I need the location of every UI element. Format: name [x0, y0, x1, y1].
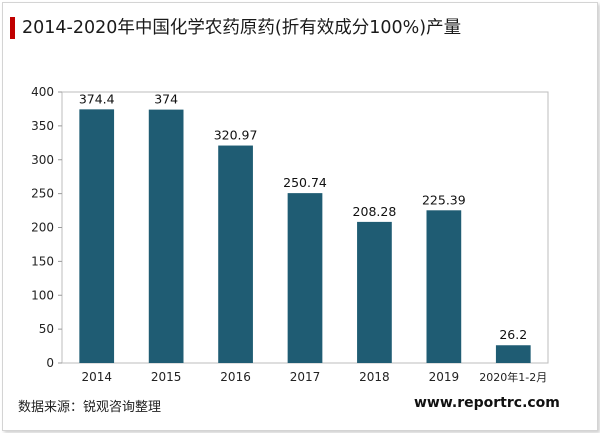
y-tick-label: 100	[31, 288, 54, 302]
y-tick-label: 350	[31, 119, 54, 133]
y-tick-label: 250	[31, 187, 54, 201]
y-tick-label: 150	[31, 254, 54, 268]
x-tick-label: 2018	[359, 370, 390, 384]
bar-value-label: 374.4	[79, 91, 115, 106]
bar	[357, 221, 392, 363]
x-tick-label: 2019	[429, 370, 460, 384]
bar-value-label: 26.2	[499, 327, 527, 342]
bar	[426, 210, 462, 363]
bar-value-label: 208.28	[353, 204, 397, 219]
x-tick-label: 2014	[81, 370, 112, 384]
chart-title: 2014-2020年中国化学农药原药(折有效成分100%)产量	[22, 18, 462, 38]
website-link[interactable]: www.reportrc.com	[414, 395, 560, 411]
bar	[495, 345, 531, 363]
bar-value-label: 374	[154, 92, 178, 107]
y-tick-label: 300	[31, 153, 54, 167]
y-tick-label: 0	[46, 356, 54, 370]
y-tick-label: 50	[39, 322, 54, 336]
bar	[218, 145, 253, 363]
bar	[148, 109, 184, 364]
plot-area: 0 50 100 150 200 250 300 350 400 374.4 2014 374 2015…	[31, 85, 549, 384]
bar-value-label: 250.74	[283, 175, 327, 190]
x-tick-label: 2016	[220, 370, 251, 384]
bar	[287, 193, 323, 363]
bar-value-label: 320.97	[214, 128, 258, 143]
bar	[79, 109, 115, 364]
x-tick-label: 2015	[151, 370, 182, 384]
x-tick-label: 2020年1-2月	[479, 370, 547, 384]
x-tick-label: 2017	[290, 370, 321, 384]
y-tick-label: 400	[31, 85, 54, 99]
bar-value-label: 225.39	[422, 192, 466, 207]
data-source-note: 数据来源：锐观咨询整理	[18, 400, 162, 415]
title-accent-bar	[10, 17, 15, 39]
y-tick-label: 200	[31, 221, 54, 235]
